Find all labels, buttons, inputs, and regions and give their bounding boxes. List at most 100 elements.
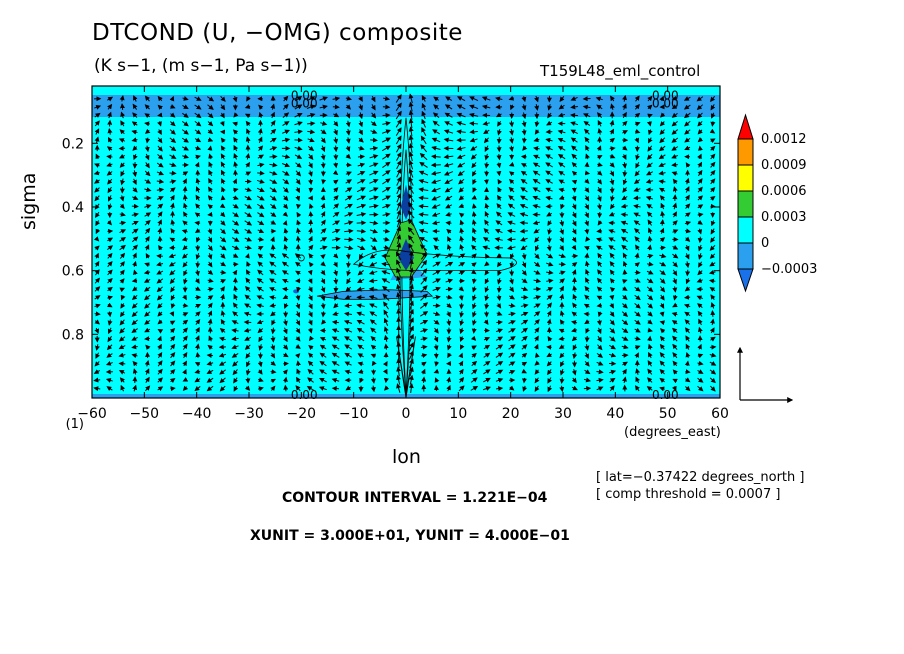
wind-vector-747 xyxy=(343,319,353,325)
x-tick-label: −40 xyxy=(182,406,212,422)
wind-vector-12 xyxy=(94,195,100,202)
wind-vector-704 xyxy=(333,261,338,268)
wind-vector-383 xyxy=(220,286,225,292)
wind-vector-102 xyxy=(118,344,126,350)
wind-vector-209 xyxy=(157,335,162,342)
wind-vector-86 xyxy=(119,211,126,217)
wind-vector-92 xyxy=(119,261,125,268)
wind-vector-137 xyxy=(131,336,138,341)
wind-vector-107 xyxy=(120,384,126,392)
wind-vector-118 xyxy=(132,178,137,186)
wind-vector-326 xyxy=(207,112,214,119)
wind-vector-391 xyxy=(218,352,227,358)
wind-vector-469 xyxy=(258,104,264,110)
wind-vector-100 xyxy=(119,327,126,334)
wind-vector-580 xyxy=(294,129,303,135)
wind-vector-712 xyxy=(331,328,340,334)
wind-vector-533 xyxy=(270,335,276,343)
wind-vector-276 xyxy=(182,294,187,301)
wind-vector-224 xyxy=(169,162,177,168)
wind-vector-403 xyxy=(233,152,239,160)
wind-vector-151 xyxy=(144,153,150,161)
wind-vector-755 xyxy=(345,385,351,391)
wind-vector-805 xyxy=(369,203,379,209)
wind-vector-783 xyxy=(356,319,365,325)
wind-vector-176 xyxy=(144,359,150,367)
wind-vector-422 xyxy=(232,311,239,317)
wind-vector-608 xyxy=(296,360,301,367)
chart-subtitle: (K s−1, (m s−1, Pa s−1)) xyxy=(94,56,308,76)
wind-vector-587 xyxy=(295,187,300,194)
wind-vector-746 xyxy=(343,311,352,317)
wind-vector-524 xyxy=(269,261,277,267)
wind-vector-682 xyxy=(319,377,327,383)
wind-vector-525 xyxy=(269,269,277,276)
wind-vector-535 xyxy=(270,352,276,359)
wind-vector-24 xyxy=(94,295,101,301)
wind-vector-528 xyxy=(269,295,277,301)
wind-vector-380 xyxy=(220,261,227,267)
wind-vector-236 xyxy=(168,261,176,267)
wind-vector-680 xyxy=(319,360,327,367)
wind-vector-800 xyxy=(369,162,379,168)
wind-vector-511 xyxy=(269,154,278,160)
wind-vector-534 xyxy=(270,344,276,351)
wind-vector-388 xyxy=(219,328,226,334)
wind-vector-545 xyxy=(281,137,291,143)
wind-vector-221 xyxy=(169,137,177,144)
wind-vector-84 xyxy=(119,195,125,202)
wind-vector-764 xyxy=(357,162,366,168)
wind-vector-344 xyxy=(207,261,213,268)
wind-vector-563 xyxy=(282,286,289,292)
wind-vector-140 xyxy=(132,360,138,367)
wind-vector-37 xyxy=(107,103,113,110)
wind-vector-557 xyxy=(283,235,289,243)
wind-vector-475 xyxy=(257,154,264,160)
wind-vector-510 xyxy=(269,146,278,151)
wind-vector-473 xyxy=(257,136,263,144)
wind-vector-158 xyxy=(144,212,152,218)
wind-vector-264 xyxy=(182,194,188,202)
wind-vector-437 xyxy=(245,136,251,144)
wind-vector-43 xyxy=(106,154,113,160)
wind-vector-801 xyxy=(369,170,379,176)
wind-vector-41 xyxy=(107,136,113,143)
wind-vector-605 xyxy=(295,336,301,342)
wind-vector-644 xyxy=(307,360,314,367)
wind-vector-577 xyxy=(294,104,303,110)
wind-vector-318 xyxy=(194,343,200,350)
wind-vector-464 xyxy=(246,360,251,368)
wind-vector-421 xyxy=(232,302,238,309)
wind-vector-583 xyxy=(294,154,303,159)
wind-vector-735 xyxy=(344,220,354,226)
wind-vector-625 xyxy=(308,203,314,209)
wind-vector-562 xyxy=(281,278,289,284)
wind-vector-70 xyxy=(105,378,113,383)
wind-vector-527 xyxy=(269,287,277,292)
wind-vector-310 xyxy=(194,278,200,284)
wind-vector-167 xyxy=(144,286,151,292)
wind-vector-187 xyxy=(157,154,164,160)
wind-vector-483 xyxy=(257,220,265,226)
wind-vector-143 xyxy=(132,384,138,392)
wind-vector-3 xyxy=(94,120,100,127)
wind-vector-111 xyxy=(131,121,138,127)
wind-vector-184 xyxy=(157,129,162,136)
colorbar-bottom-arrow xyxy=(737,268,754,293)
chart-title: DTCOND (U, −OMG) composite xyxy=(92,20,463,46)
wind-vector-487 xyxy=(257,253,264,259)
wind-vector-709 xyxy=(333,302,339,309)
x-tick-label: −50 xyxy=(130,406,160,422)
wind-vector-125 xyxy=(131,236,139,243)
wind-vector-485 xyxy=(257,236,265,242)
wind-vector-122 xyxy=(131,212,139,218)
wind-vector-232 xyxy=(170,228,176,234)
wind-vector-52 xyxy=(107,228,114,234)
wind-vector-372 xyxy=(220,195,226,201)
wind-vector-896 xyxy=(396,358,402,369)
wind-vector-723 xyxy=(345,120,351,128)
wind-vector-758 xyxy=(358,112,364,120)
wind-vector-262 xyxy=(182,178,187,185)
wind-vector-124 xyxy=(131,228,139,234)
wind-vector-432 xyxy=(246,96,251,102)
